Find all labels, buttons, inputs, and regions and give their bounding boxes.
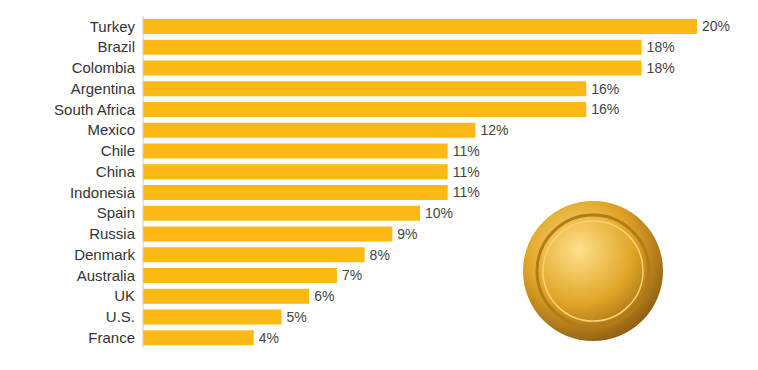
svg-text:Argentina: Argentina <box>71 80 136 97</box>
svg-text:Turkey: Turkey <box>90 18 136 35</box>
svg-text:Chile: Chile <box>101 142 135 159</box>
svg-text:6%: 6% <box>314 288 334 304</box>
svg-text:11%: 11% <box>453 164 480 180</box>
svg-text:UK: UK <box>114 287 135 304</box>
svg-text:10%: 10% <box>425 205 453 221</box>
svg-text:9%: 9% <box>397 226 417 242</box>
svg-text:4%: 4% <box>259 330 279 346</box>
svg-text:Brazil: Brazil <box>97 38 135 55</box>
svg-text:11%: 11% <box>453 143 480 159</box>
svg-text:16%: 16% <box>591 101 619 117</box>
svg-text:France: France <box>88 329 135 346</box>
svg-text:12%: 12% <box>480 122 508 138</box>
svg-text:South Africa: South Africa <box>54 101 136 118</box>
svg-text:China: China <box>96 163 136 180</box>
svg-text:U.S.: U.S. <box>106 308 135 325</box>
svg-text:Denmark: Denmark <box>74 246 135 263</box>
svg-text:18%: 18% <box>647 60 675 76</box>
svg-text:Mexico: Mexico <box>87 121 135 138</box>
svg-text:Russia: Russia <box>89 225 136 242</box>
svg-text:20%: 20% <box>702 18 730 34</box>
svg-text:5%: 5% <box>287 309 307 325</box>
svg-text:18%: 18% <box>647 39 675 55</box>
svg-text:Colombia: Colombia <box>72 59 136 76</box>
svg-text:16%: 16% <box>591 81 619 97</box>
svg-text:Indonesia: Indonesia <box>70 184 136 201</box>
svg-text:Australia: Australia <box>77 267 136 284</box>
svg-text:8%: 8% <box>370 247 390 263</box>
svg-text:7%: 7% <box>342 267 362 283</box>
svg-text:Spain: Spain <box>97 204 135 221</box>
svg-text:11%: 11% <box>453 184 480 200</box>
